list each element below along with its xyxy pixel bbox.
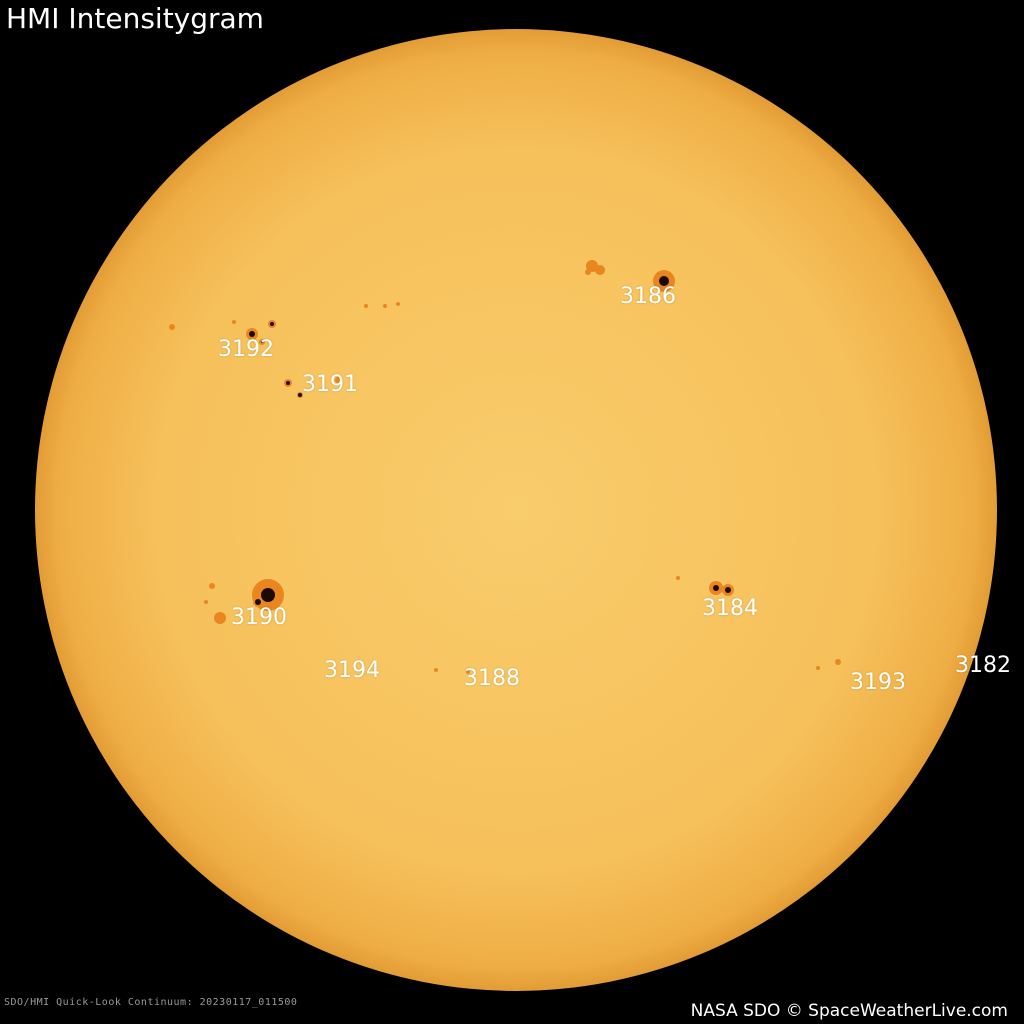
- sunspot-penumbra: [595, 265, 605, 275]
- region-label-3193: 3193: [850, 670, 906, 695]
- sunspot-umbra: [249, 331, 255, 337]
- sunspot-umbra: [270, 322, 274, 326]
- region-label-3194: 3194: [324, 658, 380, 683]
- region-label-3188: 3188: [464, 666, 520, 691]
- sunspot-penumbra: [585, 269, 591, 275]
- region-label-3182: 3182: [955, 653, 1011, 678]
- sunspot-penumbra: [204, 600, 208, 604]
- sunspot-penumbra: [364, 304, 368, 308]
- sunspot-penumbra: [676, 576, 680, 580]
- sunspot-umbra: [286, 381, 290, 385]
- image-credit: NASA SDO © SpaceWeatherLive.com: [690, 1001, 1008, 1021]
- sunspot-umbra: [725, 587, 731, 593]
- sunspot-penumbra: [586, 260, 598, 272]
- sunspot-penumbra: [232, 320, 236, 324]
- sunspot-penumbra: [466, 670, 470, 674]
- sunspot-umbra: [713, 585, 719, 591]
- region-label-3192: 3192: [218, 337, 274, 362]
- sunspot-umbra: [255, 599, 261, 605]
- sunspot-penumbra: [214, 612, 226, 624]
- sunspot-penumbra: [209, 583, 215, 589]
- sunspot-umbra: [298, 393, 302, 397]
- sunspot-penumbra: [335, 377, 341, 383]
- region-label-3186: 3186: [620, 284, 676, 309]
- sunspot-umbra: [261, 588, 275, 602]
- sunspot-penumbra: [396, 302, 400, 306]
- sunspot-umbra: [659, 276, 669, 286]
- region-label-3191: 3191: [302, 372, 358, 397]
- image-caption: SDO/HMI Quick-Look Continuum: 20230117_0…: [4, 997, 298, 1008]
- solar-disk: [35, 29, 997, 991]
- region-label-3184: 3184: [702, 596, 758, 621]
- region-label-3190: 3190: [231, 605, 287, 630]
- sunspot-umbra: [261, 341, 263, 343]
- sunspot-penumbra: [383, 304, 387, 308]
- sunspot-penumbra: [169, 324, 175, 330]
- sunspot-penumbra: [434, 668, 438, 672]
- sunspot-penumbra: [835, 659, 841, 665]
- sunspot-penumbra: [816, 666, 820, 670]
- image-title: HMI Intensitygram: [6, 2, 264, 35]
